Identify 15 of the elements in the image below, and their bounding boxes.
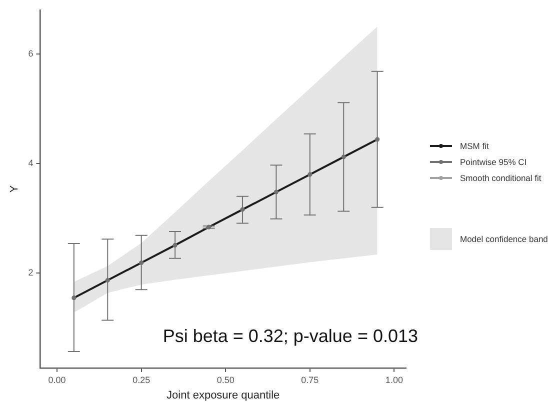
- text: Model confidence band: [460, 234, 548, 244]
- legend-label: Pointwise 95% CI: [460, 157, 527, 167]
- y-tick-label: 4: [28, 158, 34, 168]
- y-axis-title: Y: [8, 184, 21, 193]
- x-axis-title: Joint exposure quantile: [166, 389, 280, 402]
- x-tick-label: 0.75: [301, 374, 319, 385]
- legend-label: Smooth conditional fit: [460, 173, 542, 183]
- annotation: Psi beta = 0.32; p-value = 0.013: [162, 326, 418, 346]
- y-tick-label: 6: [28, 48, 34, 58]
- legend-label: MSM fit: [460, 141, 489, 151]
- x-tick-label: 0.25: [132, 374, 150, 385]
- x-tick-label: 0.00: [48, 374, 66, 385]
- x-tick-label: 1.00: [385, 374, 403, 385]
- y-tick-label: 2: [28, 268, 34, 278]
- x-tick-label: 0.50: [216, 374, 234, 385]
